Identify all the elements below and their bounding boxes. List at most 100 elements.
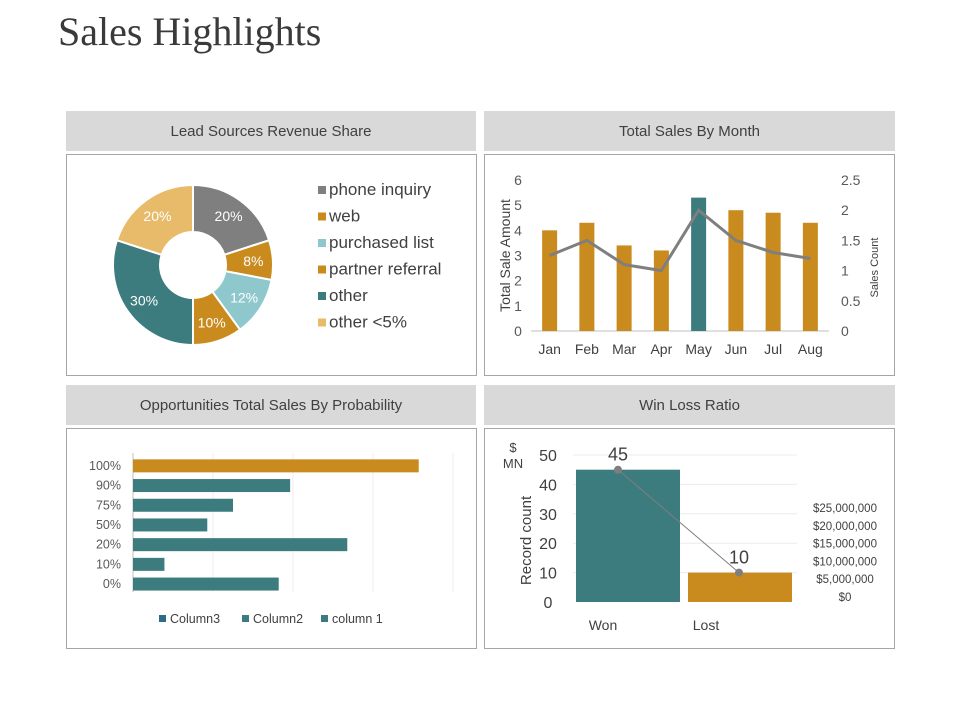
x-tick-label: Won (589, 617, 618, 633)
y2-tick-label: 1 (841, 263, 849, 279)
opportunities-chart: 100% 90% 75% 50% 20% 10% 0% Column3 Column2 colum… (89, 453, 454, 626)
y2-tick-label: $10,000,000 (813, 556, 877, 568)
legend-swatch (318, 318, 326, 327)
bar (133, 498, 233, 512)
bar (133, 518, 208, 532)
legend-swatch (318, 212, 326, 221)
data-point (614, 465, 622, 474)
unit-label: MN (503, 456, 523, 471)
data-label: 10 (729, 548, 749, 568)
y-tick-label: 2 (514, 273, 522, 289)
pie-slice-label: 20% (215, 208, 243, 224)
bar (133, 479, 291, 493)
bar (133, 577, 279, 591)
legend-label: partner referral (329, 260, 441, 279)
x-tick-label: Aug (798, 341, 823, 357)
legend-swatch (159, 615, 166, 622)
y2-tick-label: 2 (841, 202, 849, 218)
y2-tick-label: 1.5 (841, 232, 861, 248)
y-tick-label: 20% (96, 538, 121, 552)
bar (728, 210, 744, 331)
panel-sales-by-month: 0 1 2 3 4 5 6 0 0.5 1 1.5 2 2.5 Jan Feb Mar Apr May Jun Jul… (484, 154, 895, 376)
legend-label: column 1 (332, 612, 383, 626)
bar (542, 230, 558, 331)
y-tick-label: 3 (514, 248, 522, 264)
x-tick-label: Jul (764, 341, 782, 357)
bar (765, 212, 781, 331)
y2-axis-label: Sales Count (869, 238, 881, 298)
pie-slice-label: 30% (130, 293, 158, 309)
win-loss-chart: 0 10 20 30 40 50 $MN Record count Won 45 Lost 10 $0 $… (503, 440, 877, 633)
legend-swatch (318, 292, 326, 300)
pie-slice (112, 239, 194, 347)
legend-label: web (328, 207, 360, 226)
legend-label: Column2 (253, 612, 303, 626)
x-tick-label: Lost (693, 617, 720, 633)
pie-slice (115, 183, 194, 257)
pie-slice-label: 10% (198, 315, 226, 331)
x-tick-label: Mar (612, 341, 636, 357)
panel-lead-sources: 20% 8% 12% 10% 30% 20% phone inquiry web purchas… (66, 154, 477, 376)
y-tick-label: 90% (96, 479, 121, 493)
y-tick-label: 50 (539, 448, 557, 465)
legend-label: purchased list (329, 233, 434, 252)
x-tick-label: Feb (575, 341, 599, 357)
data-point (735, 568, 743, 577)
x-tick-label: Apr (650, 341, 672, 357)
y-tick-label: 10% (96, 557, 121, 571)
bar (133, 538, 348, 552)
pie-slice-label: 12% (230, 289, 258, 305)
bar (616, 245, 632, 331)
y2-tick-label: 0 (841, 323, 849, 339)
legend-swatch (318, 265, 326, 274)
y2-tick-label: $20,000,000 (813, 521, 877, 533)
bar (688, 572, 792, 602)
panel-header-opportunities: Opportunities Total Sales By Probability (66, 385, 476, 425)
y2-tick-label: 2.5 (841, 172, 861, 188)
y-tick-label: 100% (89, 459, 121, 473)
sales-count-line (549, 207, 811, 273)
y-tick-label: 75% (96, 498, 121, 512)
y-tick-label: 0 (514, 323, 522, 339)
y-axis-label: Record count (518, 495, 535, 585)
y-tick-label: 0% (103, 577, 121, 591)
y2-tick-label: 0.5 (841, 293, 861, 309)
bar (133, 557, 165, 571)
y-tick-label: 20 (539, 536, 557, 553)
bar (579, 222, 595, 331)
y2-tick-label: $25,000,000 (813, 503, 877, 515)
panel-opportunities: 100% 90% 75% 50% 20% 10% 0% Column3 Column2 colum… (66, 428, 477, 649)
y2-tick-label: $0 (839, 592, 852, 604)
x-tick-label: Jan (538, 341, 561, 357)
legend-swatch (318, 186, 326, 194)
panel-win-loss: 0 10 20 30 40 50 $ MN Record count Won 45 Lost 10 $0 $… (484, 428, 895, 649)
bar (802, 222, 818, 331)
y-tick-label: 40 (539, 477, 557, 494)
bar (691, 197, 707, 331)
pie-slice (192, 183, 271, 257)
legend-swatch (242, 615, 249, 622)
panel-header-lead-sources: Lead Sources Revenue Share (66, 111, 476, 151)
pie-slice-label: 8% (243, 253, 263, 269)
legend-label: other (329, 286, 368, 305)
legend-swatch (318, 239, 326, 247)
x-tick-label: May (685, 341, 711, 357)
legend-swatch (321, 615, 328, 622)
pie-chart: 20% 8% 12%10% 30% 20% phone inquiry web purchas… (112, 180, 441, 347)
data-label: 45 (608, 445, 628, 465)
y-tick-label: 1 (514, 298, 522, 314)
legend-label: phone inquiry (329, 180, 432, 199)
y-axis-label: Total Sale Amount (497, 199, 513, 312)
panel-header-win-loss: Win Loss Ratio (484, 385, 895, 425)
y-tick-label: 0 (544, 595, 553, 612)
trend-line (617, 469, 740, 573)
unit-label: $ (509, 440, 517, 455)
y2-tick-label: $5,000,000 (816, 574, 874, 586)
panel-header-sales-by-month: Total Sales By Month (484, 111, 895, 151)
sales-by-month-chart: 0 1 2 3 4 5 6 0 0.5 1 1.5 2 2.5 Jan Feb Mar Apr May Jun Jul… (497, 172, 881, 357)
y-tick-label: 5 (514, 197, 522, 213)
y2-tick-label: $15,000,000 (813, 539, 877, 551)
y-tick-label: 10 (539, 566, 557, 583)
page-title: Sales Highlights (58, 9, 322, 54)
bar (133, 459, 419, 473)
